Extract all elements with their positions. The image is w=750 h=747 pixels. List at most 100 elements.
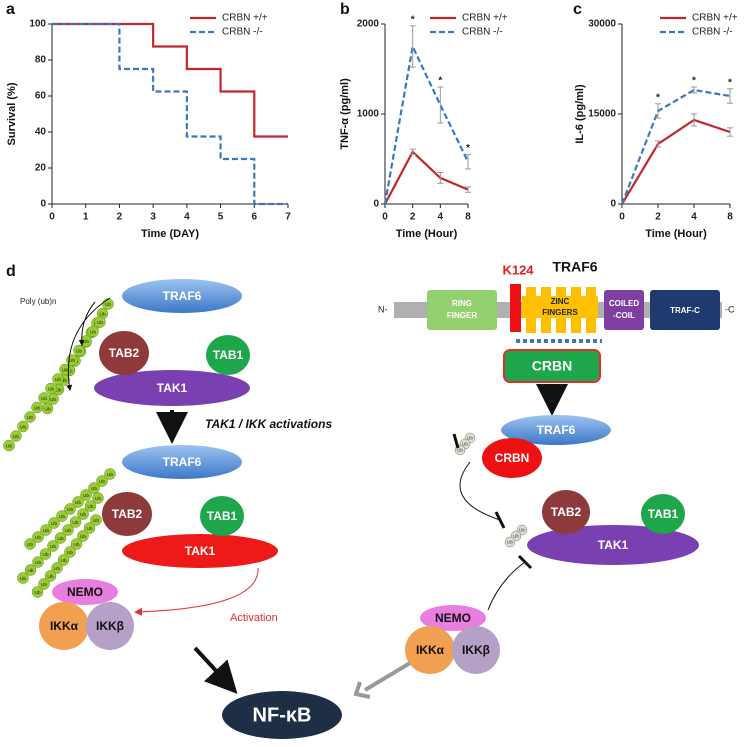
ub — [77, 530, 89, 542]
ub-label: Ub — [55, 387, 62, 393]
ub — [54, 532, 67, 544]
panel-label: b — [340, 1, 350, 18]
crbn — [482, 438, 542, 478]
ub — [3, 439, 15, 452]
ub-label: Ub — [43, 528, 50, 534]
ub — [69, 516, 82, 528]
ub-label: Ub — [27, 542, 34, 548]
ub-label: Ub — [6, 443, 13, 449]
tab2-label: TAB2 — [112, 507, 143, 521]
ub-label: Ub — [67, 507, 74, 513]
x-tick-label: 7 — [285, 212, 291, 223]
ub — [84, 500, 97, 512]
ub-label: Ub — [87, 504, 94, 510]
ub-label: Ub — [457, 448, 463, 453]
tab2 — [102, 492, 152, 536]
ub-label: Ub — [48, 386, 55, 392]
y-axis-label: IL-6 (pg/ml) — [574, 84, 586, 144]
ub-label: Ub — [507, 540, 513, 545]
x-tick-label: 1 — [83, 212, 89, 223]
ub — [92, 492, 104, 504]
trafc-label: TRAF-C — [670, 306, 700, 315]
c-term: -C — [725, 304, 735, 314]
x-tick-label: 5 — [218, 212, 224, 223]
y-axis-label: TNF-α (pg/ml) — [339, 78, 351, 150]
tab2-label: TAB2 — [109, 346, 140, 360]
ub-label: Ub — [27, 568, 34, 574]
y-tick-label: 1000 — [357, 109, 380, 120]
ub — [504, 536, 516, 548]
ub — [59, 363, 71, 376]
ub-label: Ub — [35, 535, 42, 541]
ub — [88, 482, 100, 494]
error-bar — [437, 86, 444, 124]
ub — [24, 538, 36, 550]
y-tick-label: 40 — [35, 127, 47, 138]
ub-label: Ub — [67, 550, 74, 556]
x-tick-label: 4 — [691, 212, 697, 223]
ub — [80, 489, 92, 501]
significance: * — [728, 77, 732, 88]
inhibition — [487, 561, 526, 611]
tak1 — [122, 534, 278, 568]
x-tick-label: 4 — [438, 212, 444, 223]
ub-label: Ub — [72, 520, 79, 526]
ub-label: Ub — [75, 500, 82, 506]
ub-label: Ub — [97, 320, 104, 326]
tab2-label: TAB2 — [551, 505, 582, 519]
traf6-label: TRAF6 — [163, 289, 202, 303]
inhibition-bar — [517, 554, 533, 570]
ub — [24, 564, 37, 576]
ub-label: Ub — [95, 496, 102, 502]
legend-label: CRBN -/- — [692, 27, 733, 38]
ring-label: RING — [452, 299, 472, 308]
ub — [104, 468, 116, 480]
ub — [32, 531, 44, 543]
traf6 — [501, 415, 611, 445]
ub — [44, 570, 57, 582]
ub-label: Ub — [51, 521, 58, 527]
n-term: N- — [378, 304, 388, 314]
ub — [57, 554, 70, 566]
ub-label: Ub — [42, 552, 49, 558]
ub — [39, 548, 52, 560]
ub — [38, 392, 50, 404]
traf-c — [650, 290, 720, 330]
ub-label: Ub — [34, 590, 41, 596]
ub — [47, 540, 59, 552]
coiled-label: -COIL — [613, 311, 635, 320]
step-label: TAK1 / IKK activations — [205, 417, 332, 431]
x-tick-label: 3 — [150, 212, 156, 223]
tak1-label: TAK1 — [157, 381, 188, 395]
x-tick-label: 2 — [117, 212, 123, 223]
ub — [52, 373, 64, 385]
ub — [51, 562, 63, 574]
x-tick-label: 0 — [619, 212, 625, 223]
y-tick-label: 0 — [373, 199, 379, 210]
ub-label: Ub — [20, 424, 27, 430]
significance: * — [692, 76, 696, 87]
ub-label: Ub — [47, 574, 54, 580]
arrow — [134, 567, 259, 616]
crbn-label: CRBN — [532, 358, 572, 374]
ub — [56, 510, 68, 522]
ub-label: Ub — [61, 378, 68, 384]
y-axis-label: Survival (%) — [6, 82, 18, 145]
ub — [70, 538, 83, 550]
ub — [96, 475, 108, 487]
ikka-label: IKKα — [416, 643, 445, 657]
ub — [94, 316, 106, 328]
ub — [32, 556, 44, 568]
ikka — [39, 602, 89, 650]
ub — [72, 496, 84, 508]
zinc-label: ZINC — [551, 297, 570, 306]
tab2 — [99, 331, 149, 375]
significance: * — [466, 143, 470, 154]
ub-label: Ub — [91, 486, 98, 492]
significance: * — [656, 92, 660, 103]
zinc-label: FINGERS — [542, 308, 578, 317]
error-bar — [691, 113, 697, 127]
y-tick-label: 20 — [35, 163, 47, 174]
ub-label: Ub — [60, 558, 67, 564]
